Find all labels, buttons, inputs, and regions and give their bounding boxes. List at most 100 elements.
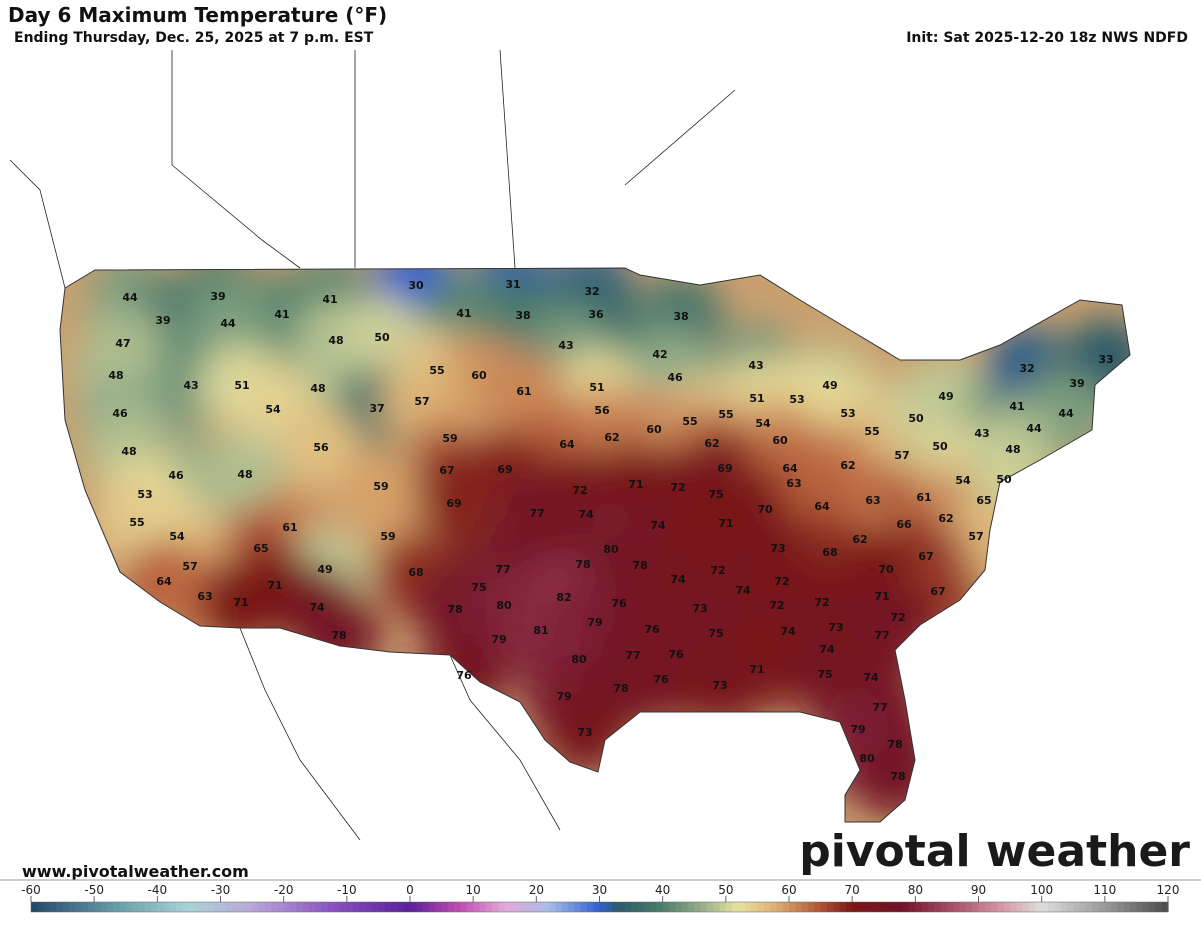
temperature-label: 71 [749,663,764,676]
temperature-label: 65 [253,542,268,555]
colorbar-segment [681,902,689,912]
temperature-label: 80 [859,752,875,765]
colorbar-segment [902,902,910,912]
temperature-label: 57 [894,449,909,462]
temperature-label: 71 [628,478,643,491]
colorbar-tick-label: 60 [781,883,796,897]
init-time: Init: Sat 2025-12-20 18z NWS NDFD [906,30,1188,46]
colorbar-segment [245,902,253,912]
colorbar-segment [725,902,733,912]
colorbar-segment [858,902,866,912]
colorbar-segment [479,902,487,912]
colorbar-segment [410,902,417,912]
colorbar-segment [991,902,999,912]
temperature-label: 66 [896,518,912,531]
title: Day 6 Maximum Temperature (°F) [8,3,387,27]
colorbar-segment [62,902,70,912]
colorbar-segment [454,902,462,912]
temperature-label: 46 [112,407,128,420]
colorbar-segment [1085,902,1093,912]
colorbar-segment [271,902,278,912]
colorbar-segment [403,902,411,912]
temperature-area [678,644,762,728]
temperature-label: 39 [210,290,225,303]
colorbar-segment [574,902,582,912]
colorbar-segment [965,902,973,912]
colorbar-segment [302,902,310,912]
temperature-label: 56 [594,404,610,417]
temperature-label: 75 [817,668,832,681]
colorbar-segment [397,902,405,912]
colorbar-segment [277,902,285,912]
temperature-label: 63 [197,590,212,603]
colorbar-segment [1136,902,1144,912]
colorbar-segment [188,902,196,912]
temperature-label: 44 [1026,422,1042,435]
temperature-label: 72 [710,564,725,577]
temperature-label: 50 [374,331,390,344]
temperature-label: 61 [916,491,931,504]
colorbar-segment [365,902,373,912]
colorbar-segment [871,902,879,912]
temperature-label: 44 [220,317,236,330]
temperature-label: 63 [786,477,801,490]
colorbar-segment [605,902,613,912]
colorbar-segment [934,902,942,912]
temperature-label: 51 [589,381,604,394]
colorbar-segment [763,902,771,912]
colorbar-segment [789,902,796,912]
temperature-label: 43 [974,427,989,440]
temperature-label: 53 [137,488,152,501]
colorbar-tick-label: 70 [845,883,860,897]
colorbar-segment [650,902,657,912]
temperature-label: 39 [155,314,170,327]
colorbar-segment [668,902,676,912]
colorbar-segment [662,902,670,912]
temperature-label: 55 [429,364,444,377]
temperature-label: 55 [129,516,144,529]
temperature-label: 72 [769,599,784,612]
colorbar-segment [978,902,986,912]
temperature-label: 32 [1019,362,1034,375]
colorbar-segment [624,902,632,912]
temperature-area [199,561,283,645]
temperature-label: 74 [819,643,835,656]
colorbar-segment [296,902,304,912]
colorbar-segment [1073,902,1081,912]
colorbar-segment [877,902,885,912]
colorbar-segment [631,902,638,912]
temperature-label: 57 [968,530,983,543]
colorbar-segment [435,902,443,912]
temperature-label: 77 [529,507,544,520]
colorbar-segment [473,902,481,912]
temperature-label: 54 [755,417,771,430]
temperature-label: 30 [408,279,424,292]
colorbar-segment [182,902,190,912]
colorbar-segment [536,902,544,912]
temperature-label: 37 [369,402,384,415]
temperature-label: 59 [442,432,457,445]
temperature-label: 78 [613,682,628,695]
colorbar-segment [1066,902,1074,912]
colorbar-segment [972,902,980,912]
temperature-label: 46 [667,371,683,384]
temperature-label: 65 [976,494,991,507]
colorbar-segment [706,902,714,912]
temperature-label: 43 [558,339,573,352]
colorbar-segment [997,902,1005,912]
temperature-label: 57 [182,560,197,573]
temperature-label: 76 [644,623,660,636]
temperature-label: 56 [313,441,329,454]
colorbar-segment [864,902,872,912]
temperature-label: 78 [887,738,902,751]
colorbar-segment [334,902,342,912]
colorbar-segment [144,902,152,912]
temperature-label: 44 [1058,407,1074,420]
temperature-label: 51 [234,379,249,392]
colorbar-segment [517,902,525,912]
colorbar-segment [220,902,228,912]
colorbar-segment [422,902,430,912]
temperature-label: 73 [828,621,843,634]
colorbar-tick-label: -20 [274,883,294,897]
temperature-label: 50 [932,440,948,453]
